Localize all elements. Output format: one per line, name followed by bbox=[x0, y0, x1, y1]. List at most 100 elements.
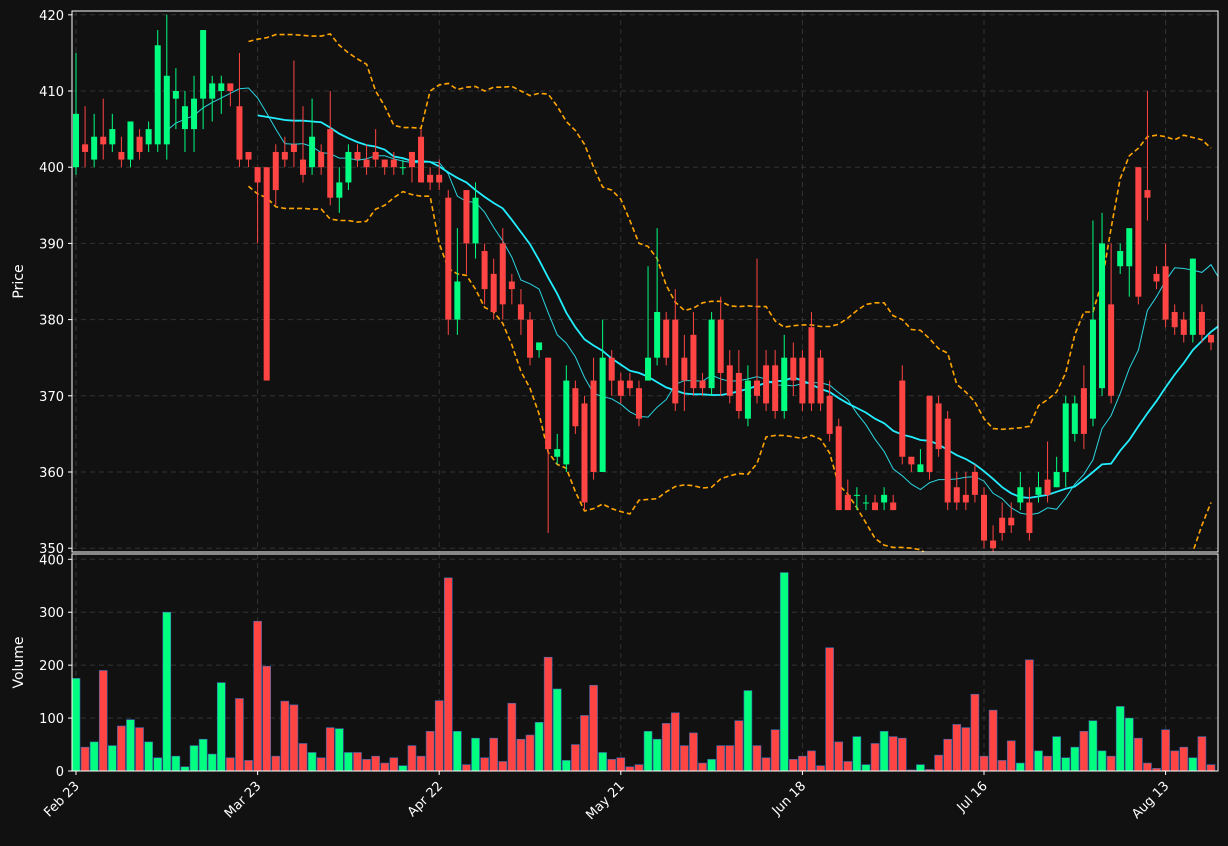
candle bbox=[971, 464, 978, 503]
candle bbox=[236, 52, 243, 168]
candle-body bbox=[626, 380, 633, 389]
volume-bar bbox=[216, 682, 226, 771]
volume-bar bbox=[1034, 750, 1043, 771]
candle-body bbox=[663, 319, 670, 358]
candle-body bbox=[590, 380, 597, 472]
candle bbox=[381, 159, 388, 175]
candle-body bbox=[817, 357, 824, 404]
candle bbox=[563, 365, 570, 472]
candle bbox=[981, 487, 987, 549]
candle-body bbox=[617, 380, 624, 396]
candle bbox=[1198, 304, 1205, 343]
candle bbox=[817, 350, 824, 412]
candle-body bbox=[1035, 487, 1042, 495]
candle bbox=[699, 372, 706, 396]
volume-bar bbox=[353, 752, 362, 771]
volume-bar bbox=[316, 757, 326, 771]
volume-bar bbox=[480, 757, 489, 771]
candle bbox=[454, 228, 461, 335]
candle-body bbox=[436, 174, 443, 183]
candle bbox=[172, 68, 179, 130]
volume-bar bbox=[380, 762, 390, 771]
candle bbox=[527, 311, 533, 366]
volume-bar bbox=[1052, 736, 1061, 771]
volume-bar bbox=[816, 765, 825, 771]
candle-body bbox=[490, 273, 497, 312]
candle bbox=[735, 350, 742, 419]
volume-bar bbox=[779, 572, 789, 771]
volume-bar bbox=[153, 757, 163, 771]
candle bbox=[499, 228, 506, 320]
candle-body bbox=[1171, 311, 1178, 328]
price-tick-label: 400 bbox=[39, 161, 64, 176]
volume-bar bbox=[1043, 755, 1052, 771]
candle-body bbox=[717, 319, 724, 373]
volume-bar bbox=[189, 745, 199, 771]
candle-body bbox=[853, 494, 860, 496]
candle bbox=[481, 243, 488, 305]
candle bbox=[581, 395, 588, 511]
volume-bar bbox=[716, 745, 725, 771]
candle bbox=[899, 365, 906, 465]
candle-body bbox=[744, 380, 751, 419]
candle bbox=[318, 144, 325, 175]
candle bbox=[744, 365, 751, 427]
volume-bar bbox=[916, 764, 925, 771]
candle bbox=[654, 228, 661, 366]
volume-bar bbox=[825, 647, 834, 771]
volume-bar bbox=[108, 745, 117, 771]
volume-bar bbox=[698, 762, 707, 771]
volume-bar bbox=[1079, 731, 1089, 771]
candle-body bbox=[508, 281, 515, 290]
price-tick-label: 390 bbox=[39, 237, 64, 252]
candle bbox=[926, 395, 933, 480]
candle bbox=[1108, 243, 1115, 404]
candle bbox=[436, 159, 443, 191]
volume-bar bbox=[89, 741, 99, 771]
volume-bar bbox=[943, 738, 952, 771]
candle bbox=[218, 75, 225, 114]
candle-body bbox=[1062, 403, 1069, 472]
candle-body bbox=[1080, 388, 1087, 434]
candle bbox=[1099, 212, 1106, 396]
candle bbox=[835, 418, 842, 511]
candle bbox=[1035, 471, 1042, 503]
volume-bar bbox=[934, 754, 943, 771]
candle bbox=[191, 75, 198, 152]
candle bbox=[953, 471, 960, 511]
candle bbox=[1126, 228, 1133, 297]
candle bbox=[1071, 395, 1078, 442]
candle bbox=[590, 357, 597, 480]
candle-body bbox=[100, 136, 107, 145]
volume-bar bbox=[598, 752, 607, 771]
volume-bar bbox=[462, 764, 471, 771]
candle-body bbox=[1208, 334, 1214, 343]
volume-bar bbox=[362, 759, 371, 771]
candle-body bbox=[481, 251, 488, 290]
volume-bar bbox=[398, 765, 408, 771]
volume-bar bbox=[162, 611, 172, 771]
candle bbox=[872, 494, 879, 511]
candle bbox=[1144, 91, 1151, 221]
volume-bar bbox=[1070, 746, 1080, 771]
volume-bar bbox=[1161, 729, 1170, 771]
candle-body bbox=[1153, 273, 1160, 282]
volume-bar bbox=[1061, 757, 1071, 771]
price-tick-label: 370 bbox=[39, 390, 64, 405]
candle bbox=[853, 487, 860, 511]
volume-axis-label: Volume bbox=[11, 636, 27, 688]
candle-body bbox=[154, 45, 161, 145]
candle-body bbox=[454, 281, 461, 320]
candle-body bbox=[1126, 228, 1133, 267]
volume-bar bbox=[1188, 757, 1198, 771]
candle-body bbox=[726, 365, 733, 396]
volume-bar bbox=[834, 741, 844, 771]
candle bbox=[127, 121, 134, 168]
volume-bar bbox=[171, 755, 181, 771]
candle-body bbox=[826, 395, 833, 434]
volume-bar bbox=[970, 693, 980, 771]
candle-body bbox=[654, 311, 661, 358]
candle bbox=[554, 433, 561, 465]
candle-body bbox=[1017, 487, 1024, 503]
